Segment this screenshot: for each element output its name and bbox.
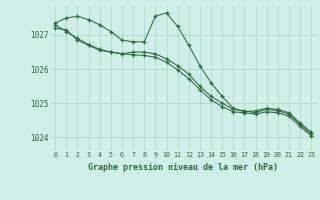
X-axis label: Graphe pression niveau de la mer (hPa): Graphe pression niveau de la mer (hPa) — [88, 163, 278, 172]
